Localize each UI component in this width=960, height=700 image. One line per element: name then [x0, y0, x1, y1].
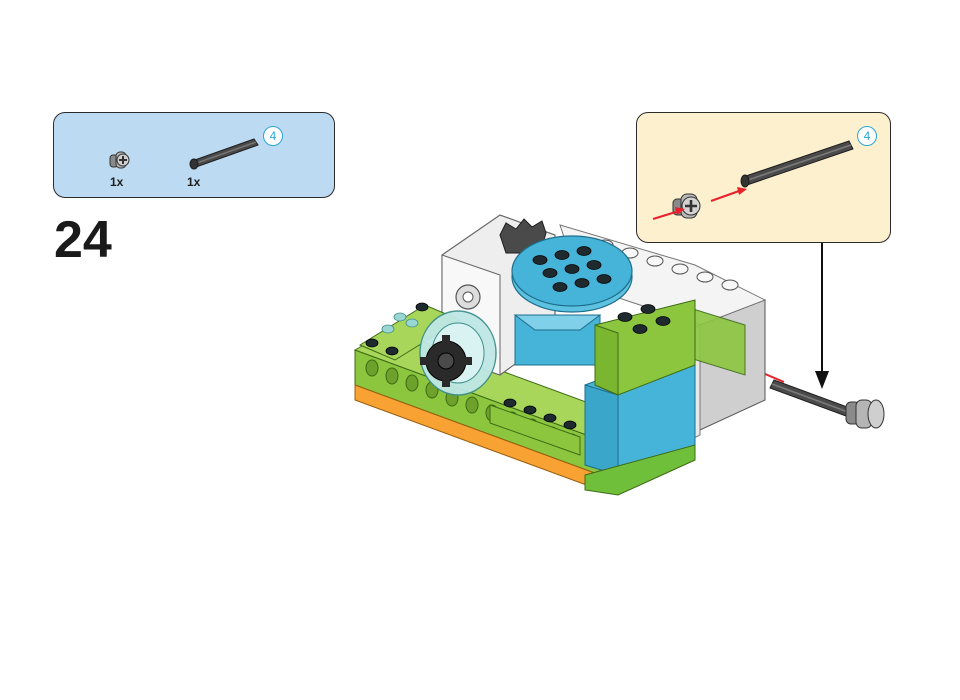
parts-list-box: 1x 1x 4 [53, 112, 335, 198]
black-arrow-icon [815, 243, 829, 389]
subassembly-callout: 4 [636, 112, 891, 243]
axle-quantity: 1x [187, 175, 201, 189]
red-arrow-icon [652, 187, 747, 220]
loose-axle-with-bush [769, 379, 885, 429]
bush-quantity: 1x [110, 175, 124, 189]
callout-axle-icon [740, 140, 854, 188]
axle-icon [189, 138, 259, 170]
axle-length-badge: 4 [263, 126, 283, 146]
model-illustration [353, 214, 767, 496]
bush-icon [109, 151, 130, 169]
callout-axle-length-badge: 4 [857, 126, 877, 146]
step-number: 24 [54, 211, 112, 269]
